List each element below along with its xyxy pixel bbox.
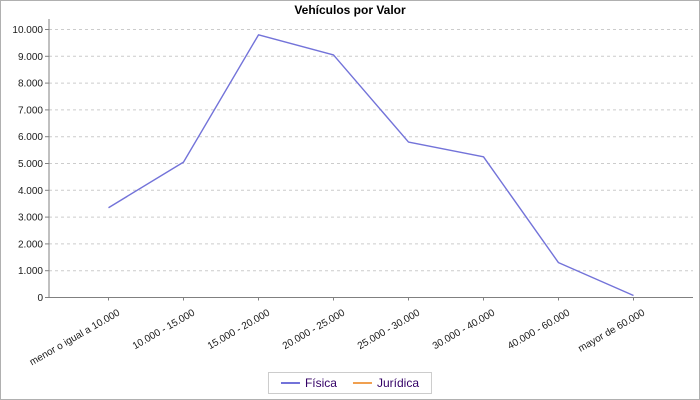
juridica-line-swatch	[352, 382, 372, 384]
x-tick-label: 30.000 - 40.000	[431, 307, 498, 352]
y-tick-label: 3.000	[18, 213, 43, 224]
y-tick-label: 10.000	[12, 25, 43, 36]
x-tick-label: 20.000 - 25.000	[281, 307, 348, 352]
fisica-series-line	[108, 34, 634, 297]
x-tick-label: 40.000 - 60.000	[506, 307, 573, 352]
y-tick-label: 9.000	[18, 52, 43, 63]
y-tick-label: 4.000	[18, 186, 43, 197]
legend-label-fisica: Física	[304, 376, 337, 390]
legend-item-fisica: Física	[280, 376, 337, 390]
x-tick-label: menor o igual a 10.000	[28, 307, 122, 368]
y-tick-label: 2.000	[18, 239, 43, 250]
legend-label-juridica: Jurídica	[376, 376, 420, 390]
legend: Física Jurídica	[267, 372, 433, 394]
y-tick-label: 0	[37, 293, 43, 304]
x-tick-label: mayor de 60.000	[576, 307, 647, 354]
x-tick-label: 25.000 - 30.000	[356, 307, 423, 352]
y-tick-label: 5.000	[18, 159, 43, 170]
y-tick-label: 6.000	[18, 132, 43, 143]
y-tick-label: 8.000	[18, 79, 43, 90]
x-tick-label: 15.000 - 20.000	[206, 307, 273, 352]
y-tick-label: 1.000	[18, 266, 43, 277]
chart-title: Vehículos por Valor	[294, 3, 406, 17]
x-tick-label: 10.000 - 15.000	[131, 307, 198, 352]
fisica-line-swatch	[280, 382, 300, 384]
y-tick-label: 7.000	[18, 105, 43, 116]
legend-item-juridica: Jurídica	[352, 376, 420, 390]
